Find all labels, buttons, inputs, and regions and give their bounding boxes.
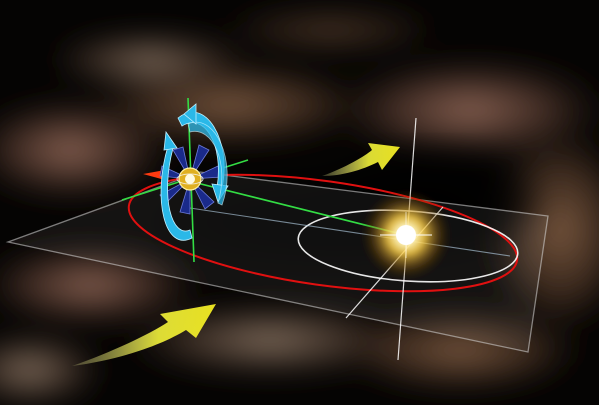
outer-orbit: [127, 173, 519, 293]
rotation-arrow-icon: [160, 103, 229, 241]
star-icon: [360, 189, 452, 281]
spacecraft-icon: [121, 97, 249, 263]
flow-arrow-icon: [72, 143, 400, 366]
apse-line: [189, 207, 511, 257]
